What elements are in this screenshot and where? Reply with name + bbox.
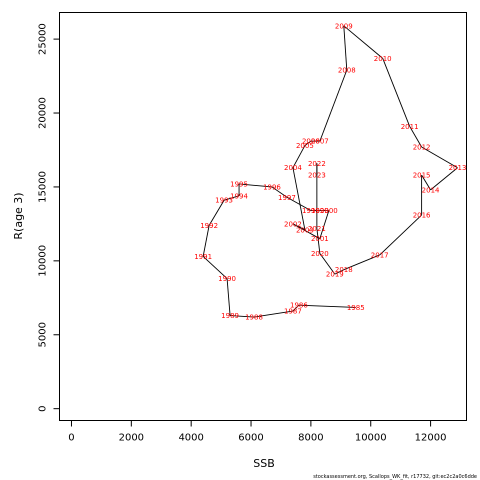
trajectory-segment [334, 269, 345, 275]
year-label-2013: 2013 [449, 164, 467, 172]
year-label-2020: 2020 [311, 250, 329, 258]
x-tick-label: 2000 [119, 433, 144, 444]
trajectory-segment [430, 167, 458, 191]
year-label-1990: 1990 [218, 275, 236, 283]
year-label-2001: 2001 [311, 235, 329, 243]
trajectory-segment [379, 214, 422, 256]
year-label-2018: 2018 [335, 266, 353, 274]
year-label-1996: 1996 [263, 183, 281, 191]
trajectory-segment [230, 315, 255, 318]
year-label-2002: 2002 [284, 220, 302, 228]
year-label-2008: 2008 [338, 67, 356, 75]
year-label-1987: 1987 [284, 308, 302, 316]
trajectory-segment [223, 195, 240, 201]
year-label-2004: 2004 [284, 164, 302, 172]
trajectory-segment [208, 200, 225, 226]
year-label-1991: 1991 [194, 253, 212, 261]
x-tick-label: 10000 [355, 433, 387, 444]
year-label-2012: 2012 [413, 144, 431, 152]
x-tick-label: 6000 [238, 433, 263, 444]
year-label-1997: 1997 [278, 194, 296, 202]
year-label-1985: 1985 [347, 304, 365, 312]
year-label-1995: 1995 [230, 180, 248, 188]
year-label-2005: 2005 [296, 142, 314, 150]
trajectory-segment [319, 253, 336, 275]
trajectory-segment [421, 174, 431, 191]
year-label-2014: 2014 [422, 186, 440, 194]
trajectory-segment [316, 228, 321, 254]
y-tick-label: 10000 [38, 245, 49, 277]
year-label-2021: 2021 [308, 225, 326, 233]
sr-series [202, 25, 458, 318]
trajectory-segment [271, 186, 288, 198]
trajectory-segment [292, 145, 306, 168]
year-label-2009: 2009 [335, 22, 353, 30]
x-axis-title: SSB [253, 457, 275, 470]
year-label-1989: 1989 [221, 312, 239, 320]
year-label-2015: 2015 [413, 172, 431, 180]
y-tick-label: 0 [38, 405, 49, 411]
trajectory-segment [343, 254, 380, 271]
year-label-1993: 1993 [215, 197, 233, 205]
year-label-2000: 2000 [320, 207, 338, 215]
trajectory-segment [343, 25, 348, 71]
year-label-2003: 2003 [296, 226, 314, 234]
year-label-2007: 2007 [311, 138, 329, 146]
x-tick-label: 0 [68, 433, 74, 444]
y-tick-label: 15000 [38, 171, 49, 203]
year-label-2006: 2006 [302, 138, 320, 146]
source-footnote: stockassessment.org, Scallops_WK_fit, r1… [313, 474, 477, 480]
trajectory-segment [292, 223, 306, 231]
year-label-1988: 1988 [245, 314, 263, 322]
y-tick-label: 25000 [38, 23, 49, 55]
year-label-2017: 2017 [371, 251, 389, 259]
trajectory-segment [343, 25, 383, 59]
x-tick-label: 8000 [298, 433, 323, 444]
year-label-2010: 2010 [374, 55, 392, 63]
x-tick-label: 4000 [178, 433, 203, 444]
y-tick-label: 20000 [38, 97, 49, 129]
trajectory-segment [253, 310, 293, 318]
year-label-1998: 1998 [302, 207, 320, 215]
trajectory-segment [421, 146, 458, 169]
trajectory-segment [292, 167, 306, 230]
year-label-2022: 2022 [308, 160, 326, 168]
y-axis: 0 5000 10000 15000 20000 25000 [38, 23, 60, 412]
trajectory-segment [226, 278, 231, 316]
y-tick-label: 5000 [38, 322, 49, 347]
trajectory-segment [286, 196, 312, 211]
trajectory-segment [202, 225, 210, 257]
y-axis-title: R(age 3) [12, 192, 25, 239]
year-label-2023: 2023 [308, 172, 326, 180]
year-label-2019: 2019 [326, 271, 344, 279]
x-axis: 0 2000 4000 6000 8000 10000 12000 [68, 420, 447, 444]
trajectory-segment [304, 140, 312, 146]
trajectory-segment [202, 256, 228, 279]
x-tick-label: 12000 [415, 433, 447, 444]
trajectory-segment [319, 210, 330, 239]
year-label-2011: 2011 [401, 123, 419, 131]
year-label-1999: 1999 [311, 207, 329, 215]
year-label-2016: 2016 [413, 212, 431, 220]
trajectory-segment [292, 304, 300, 312]
trajectory-segment [382, 58, 411, 127]
trajectory-segment [239, 183, 273, 188]
trajectory-segment [409, 126, 422, 148]
year-label-1986: 1986 [290, 302, 308, 310]
year-label-1992: 1992 [200, 222, 218, 230]
trajectory-segment [298, 304, 356, 308]
trajectory-segment [319, 69, 348, 142]
year-label-1994: 1994 [230, 192, 248, 200]
plot-frame [59, 12, 467, 421]
